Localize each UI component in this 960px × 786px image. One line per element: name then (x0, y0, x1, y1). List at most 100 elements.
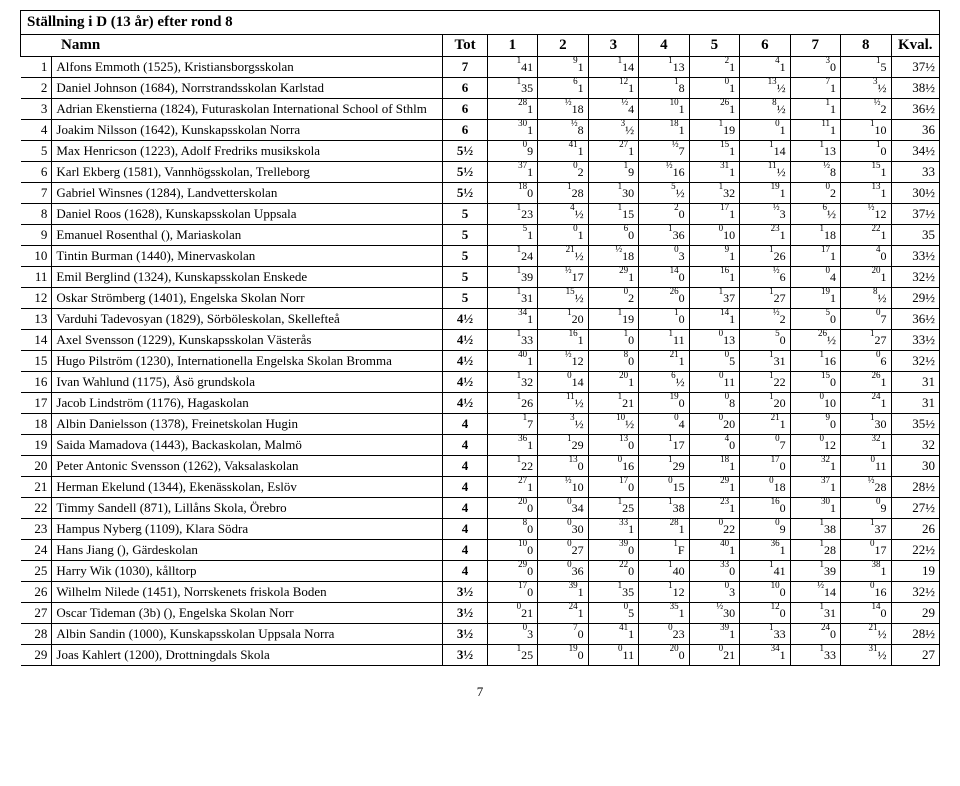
round-cell: 200 (487, 498, 537, 519)
round-cell: 211 (740, 414, 790, 435)
round-cell: ½30 (689, 603, 739, 624)
round-cell: 02 (588, 288, 638, 309)
round-cell: 101 (639, 99, 689, 120)
round-cell: 023 (639, 624, 689, 645)
table-row: 8Daniel Roos (1628), Kunskapsskolan Upps… (21, 204, 940, 225)
tot-cell: 3½ (443, 645, 487, 666)
kval-cell: 32½ (891, 351, 939, 372)
kval-cell: 34½ (891, 141, 939, 162)
name-cell: Axel Svensson (1229), Kunskapsskolan Väs… (52, 330, 443, 351)
round-cell: ½6 (740, 267, 790, 288)
table-row: 6Karl Ekberg (1581), Vannhögsskolan, Tre… (21, 162, 940, 183)
rank-cell: 9 (21, 225, 52, 246)
tot-cell: 3½ (443, 624, 487, 645)
round-cell: 15 (841, 57, 891, 78)
tot-cell: 5½ (443, 141, 487, 162)
kval-cell: 22½ (891, 540, 939, 561)
round-cell: 11 (790, 99, 840, 120)
name-cell: Varduhi Tadevosyan (1829), Sörböleskolan… (52, 309, 443, 330)
table-row: 4Joakim Nilsson (1642), Kunskapsskolan N… (21, 120, 940, 141)
round-cell: 02 (538, 162, 588, 183)
round-cell: 128 (790, 540, 840, 561)
round-cell: 022 (689, 519, 739, 540)
round-cell: 131 (790, 603, 840, 624)
page-number: 7 (20, 684, 940, 700)
round-cell: 301 (790, 498, 840, 519)
name-cell: Tintin Burman (1440), Minervaskolan (52, 246, 443, 267)
round-cell: 19 (588, 162, 638, 183)
round-cell: 6½ (790, 204, 840, 225)
round-cell: 114 (588, 57, 638, 78)
tot-cell: 4½ (443, 372, 487, 393)
round-cell: 281 (487, 99, 537, 120)
name-cell: Hampus Nyberg (1109), Klara Södra (52, 519, 443, 540)
round-cell: 125 (487, 645, 537, 666)
rank-cell: 4 (21, 120, 52, 141)
kval-cell: 28½ (891, 624, 939, 645)
col-tot: Tot (443, 35, 487, 57)
round-cell: 371 (487, 162, 537, 183)
round-cell: 011 (841, 456, 891, 477)
round-cell: 61 (538, 78, 588, 99)
name-cell: Harry Wik (1030), kålltorp (52, 561, 443, 582)
round-cell: 181 (639, 120, 689, 141)
round-cell: 10½ (588, 414, 638, 435)
round-cell: 08 (689, 393, 739, 414)
round-cell: 70 (538, 624, 588, 645)
round-cell: 26½ (790, 330, 840, 351)
table-row: 16Ivan Wahlund (1175), Åsö grundskola4½1… (21, 372, 940, 393)
round-cell: 371 (790, 477, 840, 498)
name-cell: Gabriel Winsnes (1284), Landvetterskolan (52, 183, 443, 204)
name-cell: Emil Berglind (1324), Kunskapsskolan Ens… (52, 267, 443, 288)
name-cell: Jacob Lindström (1176), Hagaskolan (52, 393, 443, 414)
round-cell: 130 (588, 435, 638, 456)
table-row: 20Peter Antonic Svensson (1262), Vaksala… (21, 456, 940, 477)
round-cell: 139 (790, 561, 840, 582)
kval-cell: 29½ (891, 288, 939, 309)
round-cell: 21½ (841, 624, 891, 645)
round-cell: 321 (790, 456, 840, 477)
round-cell: 121 (588, 78, 638, 99)
rank-cell: 19 (21, 435, 52, 456)
round-cell: 133 (790, 645, 840, 666)
round-cell: 181 (689, 456, 739, 477)
kval-cell: 33 (891, 162, 939, 183)
round-cell: 311 (689, 162, 739, 183)
kval-cell: 32½ (891, 267, 939, 288)
round-cell: 6½ (639, 372, 689, 393)
name-cell: Albin Sandin (1000), Kunskapsskolan Upps… (52, 624, 443, 645)
round-cell: 220 (588, 561, 638, 582)
round-cell: 381 (841, 561, 891, 582)
round-cell: 116 (790, 351, 840, 372)
round-cell: ½16 (639, 162, 689, 183)
name-cell: Herman Ekelund (1344), Ekenässkolan, Esl… (52, 477, 443, 498)
round-cell: 91 (538, 57, 588, 78)
tot-cell: 5 (443, 246, 487, 267)
rank-cell: 22 (21, 498, 52, 519)
col-r6: 6 (740, 35, 790, 57)
kval-cell: 33½ (891, 246, 939, 267)
round-cell: 191 (740, 183, 790, 204)
kval-cell: 33½ (891, 330, 939, 351)
round-cell: 161 (538, 330, 588, 351)
table-row: 17Jacob Lindström (1176), Hagaskolan4½12… (21, 393, 940, 414)
round-cell: 01 (740, 120, 790, 141)
round-cell: ½28 (841, 477, 891, 498)
kval-cell: 35 (891, 225, 939, 246)
tot-cell: 4 (443, 435, 487, 456)
tot-cell: 4½ (443, 351, 487, 372)
round-cell: 112 (639, 582, 689, 603)
round-cell: 011 (689, 372, 739, 393)
round-cell: 221 (841, 225, 891, 246)
kval-cell: 31 (891, 372, 939, 393)
round-cell: 390 (588, 540, 638, 561)
round-cell: 291 (588, 267, 638, 288)
round-cell: 02 (790, 183, 840, 204)
round-cell: 141 (740, 561, 790, 582)
kval-cell: 27½ (891, 498, 939, 519)
col-r5: 5 (689, 35, 739, 57)
round-cell: 331 (588, 519, 638, 540)
round-cell: 80 (487, 519, 537, 540)
round-cell: 10 (588, 330, 638, 351)
round-cell: 13½ (740, 78, 790, 99)
